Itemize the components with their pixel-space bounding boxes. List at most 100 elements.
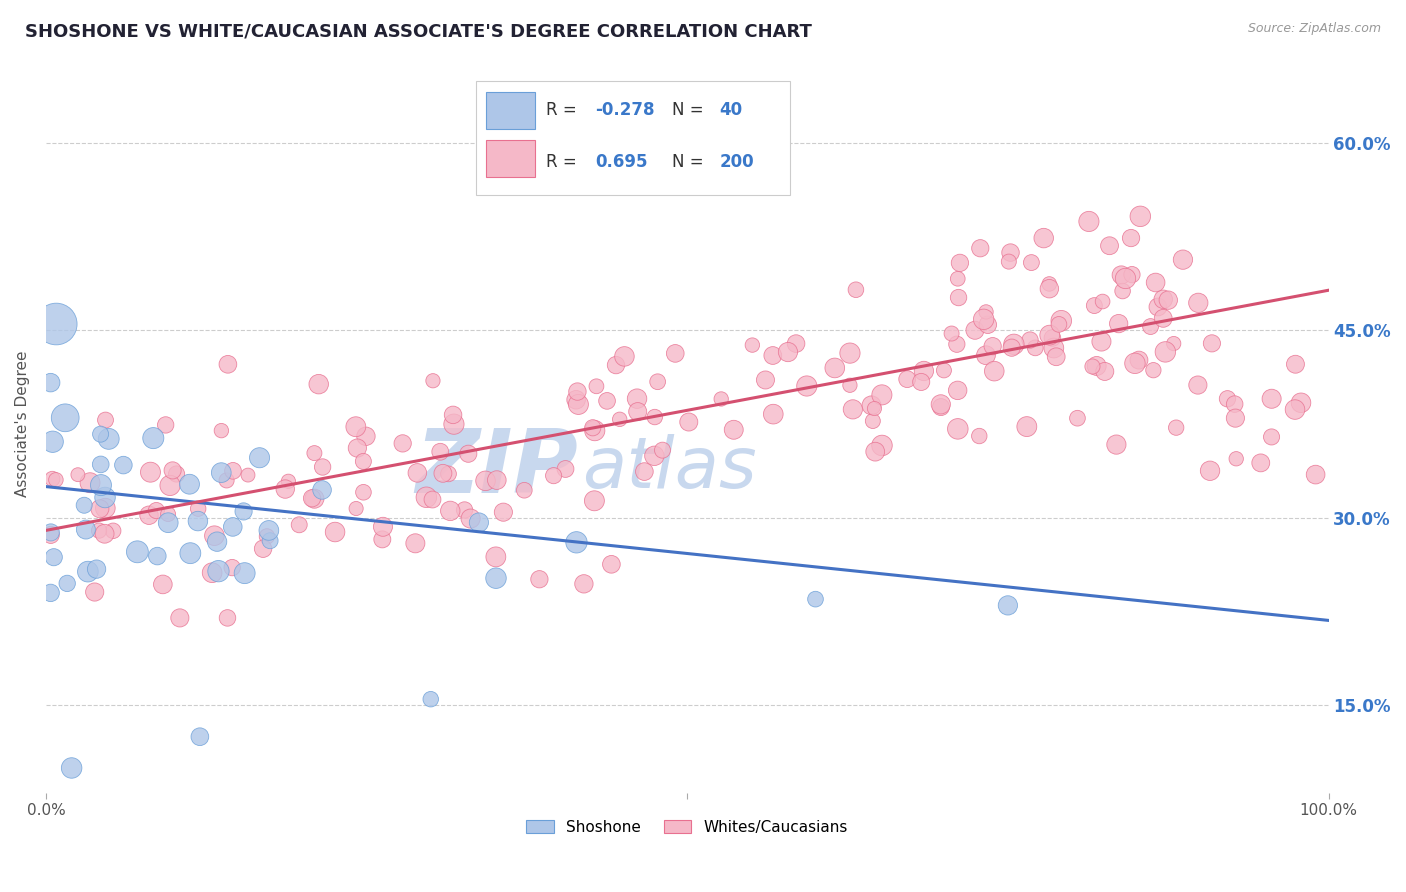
Point bbox=[543, 468, 565, 483]
Point bbox=[1157, 293, 1180, 307]
Point bbox=[870, 388, 893, 402]
Point bbox=[157, 507, 180, 521]
Point bbox=[1152, 293, 1174, 307]
Point bbox=[485, 571, 508, 585]
Point bbox=[1284, 357, 1306, 371]
Point bbox=[215, 474, 238, 488]
Point bbox=[441, 408, 464, 422]
Point bbox=[1154, 345, 1177, 359]
Point bbox=[946, 337, 969, 351]
Point bbox=[754, 373, 776, 387]
Point bbox=[839, 378, 862, 392]
Point bbox=[974, 348, 997, 362]
Point bbox=[1216, 392, 1239, 406]
Point bbox=[845, 283, 868, 297]
Point bbox=[157, 516, 180, 530]
Point bbox=[39, 528, 62, 542]
Point bbox=[304, 491, 326, 506]
Point bbox=[429, 444, 451, 458]
Point bbox=[90, 458, 112, 472]
Point bbox=[647, 375, 669, 389]
Point bbox=[179, 477, 201, 491]
Point bbox=[86, 562, 108, 576]
Point bbox=[776, 345, 799, 359]
Point bbox=[323, 524, 346, 539]
Point bbox=[1147, 300, 1170, 314]
Point bbox=[41, 434, 63, 449]
Point bbox=[1108, 317, 1130, 331]
Text: 200: 200 bbox=[720, 153, 754, 171]
Point bbox=[391, 436, 413, 450]
Legend: Shoshone, Whites/Caucasians: Shoshone, Whites/Caucasians bbox=[520, 814, 855, 840]
Point bbox=[1123, 356, 1146, 370]
Point bbox=[1187, 295, 1209, 310]
Point bbox=[582, 421, 605, 435]
Point bbox=[1144, 276, 1167, 290]
Point bbox=[963, 323, 986, 337]
Point bbox=[1090, 334, 1112, 349]
Point bbox=[567, 397, 589, 411]
Point bbox=[460, 511, 482, 525]
Point bbox=[202, 529, 225, 543]
Point bbox=[352, 454, 374, 468]
Point bbox=[572, 577, 595, 591]
Point bbox=[565, 535, 588, 549]
Point bbox=[762, 349, 785, 363]
Point bbox=[257, 524, 280, 538]
Point bbox=[1091, 294, 1114, 309]
Point bbox=[42, 550, 65, 565]
Point bbox=[201, 566, 224, 580]
Point bbox=[762, 407, 785, 421]
Point bbox=[39, 586, 62, 600]
Point bbox=[207, 564, 229, 578]
Point bbox=[1152, 311, 1174, 326]
Point bbox=[941, 326, 963, 341]
Point bbox=[259, 533, 281, 548]
Point bbox=[912, 364, 935, 378]
Point bbox=[1284, 402, 1306, 417]
Point bbox=[1032, 231, 1054, 245]
Point bbox=[824, 360, 846, 375]
Point bbox=[1081, 359, 1104, 374]
Point bbox=[973, 312, 995, 326]
Point bbox=[1021, 255, 1043, 269]
Point bbox=[633, 465, 655, 479]
Point bbox=[93, 526, 115, 541]
Point bbox=[1039, 328, 1062, 343]
Point bbox=[1289, 396, 1312, 410]
FancyBboxPatch shape bbox=[475, 81, 790, 195]
Point bbox=[1085, 359, 1108, 373]
Point bbox=[977, 318, 1000, 332]
Point bbox=[75, 523, 97, 537]
Point bbox=[1083, 299, 1105, 313]
Point bbox=[274, 482, 297, 496]
Point bbox=[723, 423, 745, 437]
Point bbox=[422, 374, 444, 388]
Point bbox=[839, 346, 862, 360]
Point bbox=[159, 478, 181, 492]
FancyBboxPatch shape bbox=[486, 92, 534, 129]
Point bbox=[222, 464, 245, 478]
Point bbox=[946, 422, 969, 436]
Point bbox=[188, 730, 211, 744]
Point bbox=[169, 611, 191, 625]
Point bbox=[1098, 238, 1121, 252]
Point bbox=[66, 467, 89, 482]
Point bbox=[596, 393, 619, 408]
Text: 0.695: 0.695 bbox=[595, 153, 647, 171]
Point bbox=[1171, 252, 1194, 267]
Point bbox=[97, 432, 120, 446]
Point bbox=[308, 377, 330, 392]
Point bbox=[485, 549, 508, 564]
Point bbox=[948, 291, 970, 305]
Point bbox=[1019, 333, 1042, 347]
Point bbox=[1305, 467, 1327, 482]
Text: Source: ZipAtlas.com: Source: ZipAtlas.com bbox=[1247, 22, 1381, 36]
Point bbox=[1094, 364, 1116, 378]
Point bbox=[221, 560, 243, 574]
Text: R =: R = bbox=[546, 102, 582, 120]
Point bbox=[741, 338, 763, 352]
Point bbox=[1139, 319, 1161, 334]
Point bbox=[419, 692, 441, 706]
FancyBboxPatch shape bbox=[486, 140, 534, 177]
